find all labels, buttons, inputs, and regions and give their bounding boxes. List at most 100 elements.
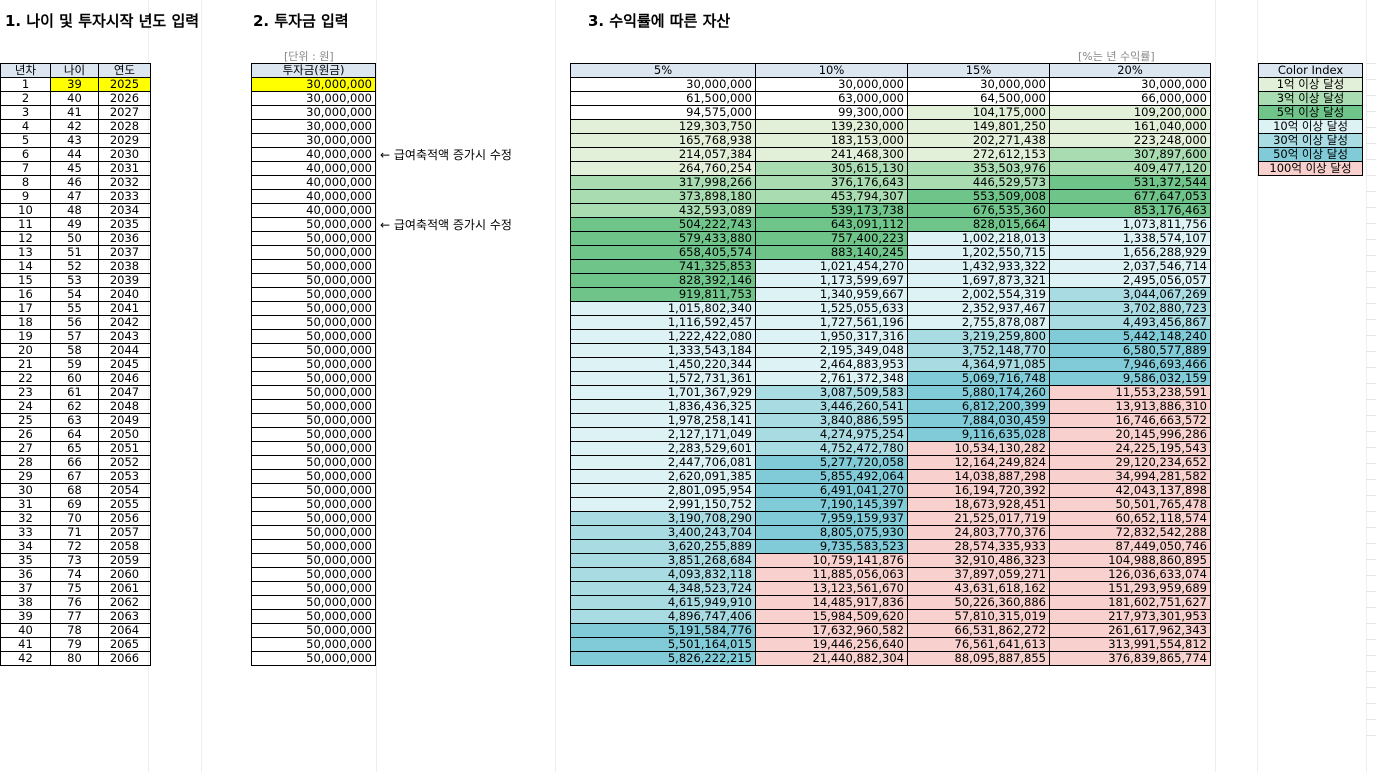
principal-input-cell[interactable]: 30,000,000 bbox=[251, 91, 376, 106]
principal-input-cell[interactable]: 30,000,000 bbox=[251, 105, 376, 120]
table-row: 50,000,000 bbox=[251, 511, 376, 526]
table-row: 432,593,089 539,173,738 676,535,360 853,176… bbox=[570, 203, 1211, 218]
principal-input-cell[interactable]: 50,000,000 bbox=[251, 399, 376, 414]
principal-input-cell[interactable]: 50,000,000 bbox=[251, 259, 376, 274]
year-index-cell: 38 bbox=[0, 595, 51, 610]
principal-input-cell[interactable]: 50,000,000 bbox=[251, 595, 376, 610]
principal-input-cell[interactable]: 50,000,000 bbox=[251, 427, 376, 442]
year-index-cell: 28 bbox=[0, 455, 51, 470]
calendar-year-cell: 2057 bbox=[98, 525, 151, 540]
table-row: 50,000,000 bbox=[251, 287, 376, 302]
asset-value-cell: 504,222,743 bbox=[570, 217, 756, 232]
asset-value-cell: 6,580,577,889 bbox=[1049, 343, 1211, 358]
table-row: 24 62 2048 bbox=[0, 399, 151, 414]
principal-input-cell[interactable]: 40,000,000 bbox=[251, 175, 376, 190]
principal-input-cell[interactable]: 50,000,000 bbox=[251, 371, 376, 386]
principal-input-cell[interactable]: 30,000,000 bbox=[251, 119, 376, 134]
principal-input-cell[interactable]: 50,000,000 bbox=[251, 651, 376, 666]
asset-value-cell: 272,612,153 bbox=[907, 147, 1050, 162]
principal-input-cell[interactable]: 50,000,000 bbox=[251, 441, 376, 456]
principal-input-cell[interactable]: 50,000,000 bbox=[251, 469, 376, 484]
sheet-gridline bbox=[1366, 207, 1376, 208]
principal-input-cell[interactable]: 50,000,000 bbox=[251, 231, 376, 246]
principal-input-cell[interactable]: 50,000,000 bbox=[251, 539, 376, 554]
table-row: 50,000,000 bbox=[251, 273, 376, 288]
asset-value-cell: 677,647,053 bbox=[1049, 189, 1211, 204]
principal-input-cell[interactable]: 50,000,000 bbox=[251, 581, 376, 596]
asset-value-cell: 757,400,223 bbox=[755, 231, 908, 246]
table-header-row: 년차 나이 연도 bbox=[0, 63, 151, 78]
principal-input-cell[interactable]: 50,000,000 bbox=[251, 301, 376, 316]
principal-input-cell[interactable]: 50,000,000 bbox=[251, 567, 376, 582]
age-cell: 65 bbox=[50, 441, 99, 456]
principal-input-cell[interactable]: 50,000,000 bbox=[251, 217, 376, 232]
age-cell: 72 bbox=[50, 539, 99, 554]
principal-input-cell[interactable]: 30,000,000 bbox=[251, 77, 376, 92]
principal-input-cell[interactable]: 40,000,000 bbox=[251, 161, 376, 176]
age-cell: 60 bbox=[50, 371, 99, 386]
table-row: 50,000,000 bbox=[251, 231, 376, 246]
asset-value-cell: 214,057,384 bbox=[570, 147, 756, 162]
year-index-cell: 31 bbox=[0, 497, 51, 512]
section-title-assets-by-return: 3. 수익률에 따른 자산 bbox=[588, 12, 731, 30]
principal-input-cell[interactable]: 50,000,000 bbox=[251, 315, 376, 330]
principal-input-cell[interactable]: 50,000,000 bbox=[251, 637, 376, 652]
legend-row: 3억 이상 달성 bbox=[1258, 91, 1363, 106]
asset-value-cell: 2,002,554,319 bbox=[907, 287, 1050, 302]
principal-input-cell[interactable]: 50,000,000 bbox=[251, 357, 376, 372]
asset-value-cell: 828,392,146 bbox=[570, 273, 756, 288]
principal-input-cell[interactable]: 40,000,000 bbox=[251, 147, 376, 162]
asset-value-cell: 88,095,887,855 bbox=[907, 651, 1050, 666]
principal-input-cell[interactable]: 40,000,000 bbox=[251, 189, 376, 204]
asset-value-cell: 139,230,000 bbox=[755, 119, 908, 134]
return-rate-note: [%는 년 수익률] bbox=[1078, 50, 1155, 63]
table-row: 27 65 2051 bbox=[0, 441, 151, 456]
table-row: 5,191,584,776 17,632,960,582 66,531,862,27… bbox=[570, 623, 1211, 638]
asset-value-cell: 181,602,751,627 bbox=[1049, 595, 1211, 610]
asset-value-cell: 60,652,118,574 bbox=[1049, 511, 1211, 526]
principal-input-cell[interactable]: 50,000,000 bbox=[251, 245, 376, 260]
asset-value-cell: 4,752,472,780 bbox=[755, 441, 908, 456]
asset-value-cell: 30,000,000 bbox=[570, 77, 756, 92]
asset-value-cell: 13,123,561,670 bbox=[755, 581, 908, 596]
principal-input-cell[interactable]: 50,000,000 bbox=[251, 483, 376, 498]
principal-input-cell[interactable]: 30,000,000 bbox=[251, 133, 376, 148]
principal-input-cell[interactable]: 50,000,000 bbox=[251, 511, 376, 526]
age-cell: 55 bbox=[50, 301, 99, 316]
color-index-legend: Color Index 1억 이상 달성 3억 이상 달성 5억 이상 달성 10억 … bbox=[1258, 63, 1363, 176]
principal-input-cell[interactable]: 50,000,000 bbox=[251, 455, 376, 470]
start-year-input-cell[interactable]: 2025 bbox=[98, 77, 151, 92]
principal-input-cell[interactable]: 50,000,000 bbox=[251, 287, 376, 302]
asset-value-cell: 61,500,000 bbox=[570, 91, 756, 106]
asset-value-cell: 18,673,928,451 bbox=[907, 497, 1050, 512]
principal-input-cell[interactable]: 50,000,000 bbox=[251, 497, 376, 512]
principal-input-cell[interactable]: 50,000,000 bbox=[251, 609, 376, 624]
principal-input-cell[interactable]: 50,000,000 bbox=[251, 525, 376, 540]
age-cell: 64 bbox=[50, 427, 99, 442]
year-index-cell: 39 bbox=[0, 609, 51, 624]
principal-input-cell[interactable]: 40,000,000 bbox=[251, 203, 376, 218]
principal-input-cell[interactable]: 50,000,000 bbox=[251, 343, 376, 358]
asset-value-cell: 1,002,218,013 bbox=[907, 231, 1050, 246]
asset-value-cell: 165,768,938 bbox=[570, 133, 756, 148]
asset-value-cell: 57,810,315,019 bbox=[907, 609, 1050, 624]
principal-input-cell[interactable]: 50,000,000 bbox=[251, 623, 376, 638]
table-row: 30,000,000 bbox=[251, 105, 376, 120]
table-row: 2,447,706,081 5,277,720,058 12,164,249,824… bbox=[570, 455, 1211, 470]
principal-input-cell[interactable]: 50,000,000 bbox=[251, 273, 376, 288]
asset-value-cell: 5,069,716,748 bbox=[907, 371, 1050, 386]
asset-value-cell: 409,477,120 bbox=[1049, 161, 1211, 176]
asset-value-cell: 37,897,059,271 bbox=[907, 567, 1050, 582]
asset-value-cell: 1,836,436,325 bbox=[570, 399, 756, 414]
principal-input-cell[interactable]: 50,000,000 bbox=[251, 553, 376, 568]
asset-value-cell: 3,752,148,770 bbox=[907, 343, 1050, 358]
asset-value-cell: 6,491,041,270 bbox=[755, 483, 908, 498]
principal-input-cell[interactable]: 50,000,000 bbox=[251, 385, 376, 400]
principal-input-cell[interactable]: 50,000,000 bbox=[251, 329, 376, 344]
age-cell: 73 bbox=[50, 553, 99, 568]
asset-value-cell: 11,885,056,063 bbox=[755, 567, 908, 582]
calendar-year-cell: 2045 bbox=[98, 357, 151, 372]
age-input-cell[interactable]: 39 bbox=[50, 77, 99, 92]
principal-input-cell[interactable]: 50,000,000 bbox=[251, 413, 376, 428]
sheet-gridline bbox=[1366, 415, 1376, 416]
